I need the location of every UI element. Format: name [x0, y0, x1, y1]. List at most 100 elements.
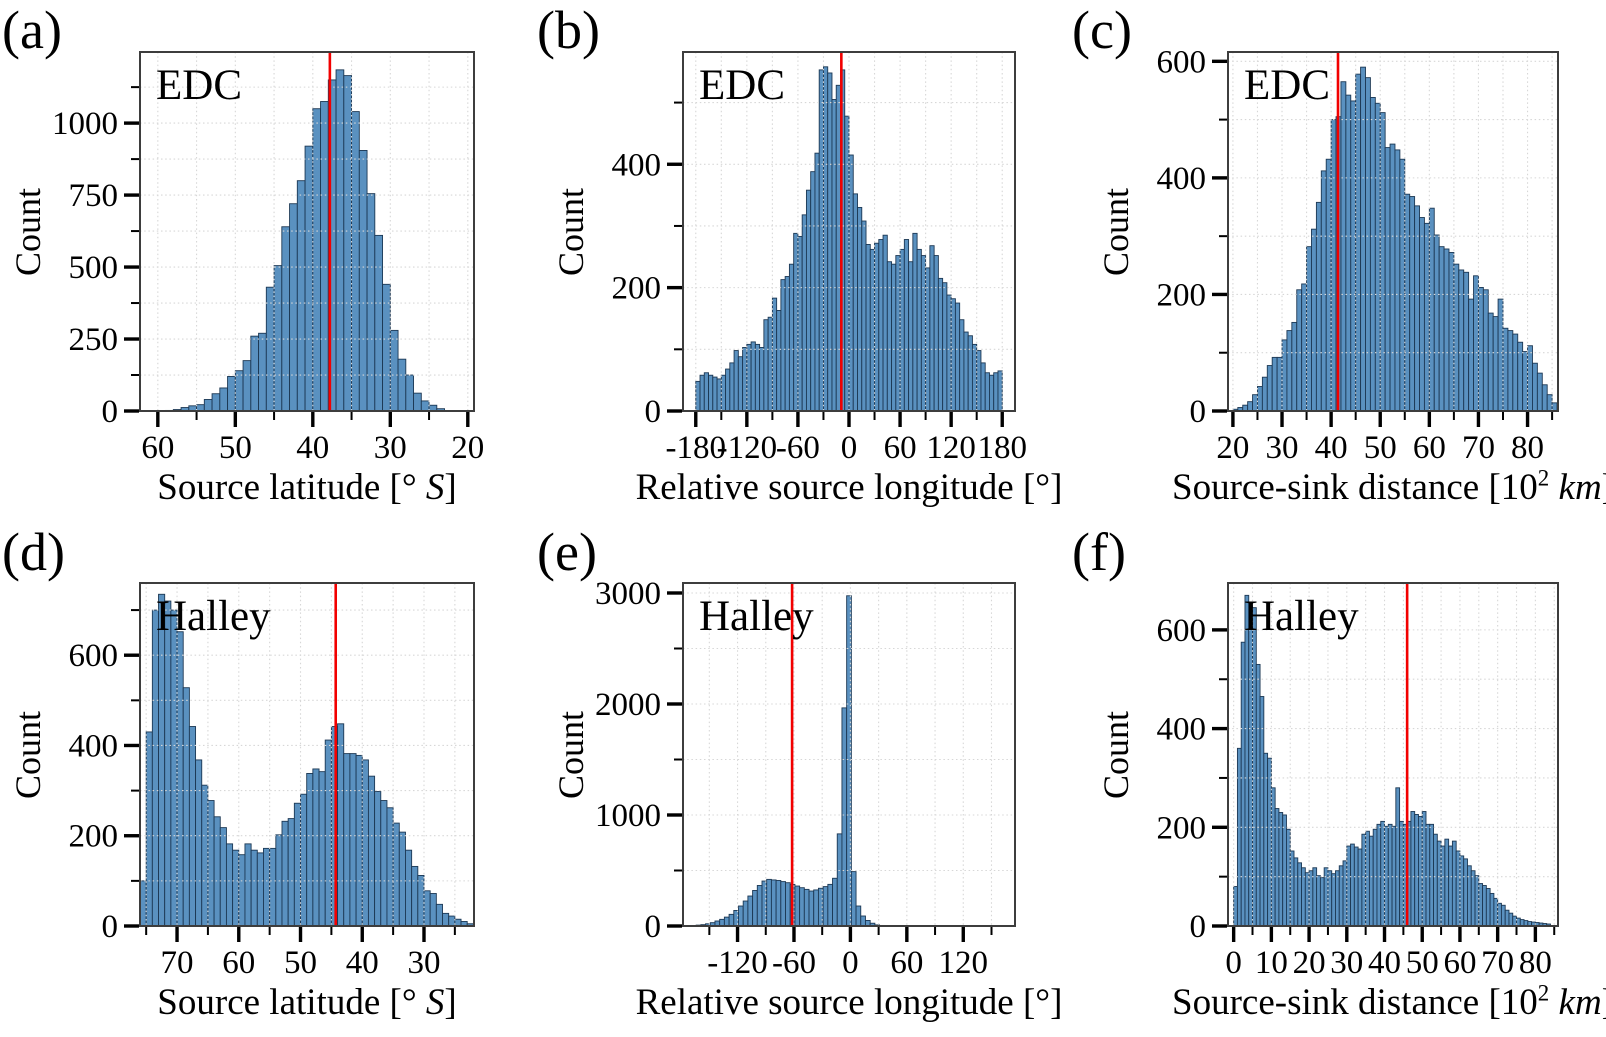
histogram-bar — [1463, 271, 1470, 411]
histogram-bar — [1455, 850, 1461, 926]
histogram-bar — [306, 773, 314, 926]
x-tick-label: -60 — [772, 945, 816, 981]
histogram-bar — [723, 916, 730, 926]
histogram-bar — [1485, 888, 1491, 926]
histogram-bar — [265, 286, 275, 411]
panel-letter: (c) — [1072, 0, 1132, 60]
y-tick-label: 200 — [69, 819, 119, 855]
axes-frame — [1227, 582, 1559, 927]
y-tick-label: 0 — [1190, 394, 1207, 430]
histogram-bar — [435, 903, 443, 926]
histogram-bar — [980, 362, 986, 411]
histogram-bar — [1255, 663, 1261, 926]
histogram-bar — [699, 374, 705, 411]
histogram-bar — [827, 883, 833, 926]
histogram-bar — [1541, 384, 1548, 411]
histogram-bar — [281, 226, 291, 411]
histogram-bar — [413, 392, 422, 411]
axis-ticks — [124, 86, 470, 427]
histogram-bar — [1291, 321, 1298, 411]
histogram-bar — [742, 347, 748, 411]
histogram-bar — [1380, 820, 1385, 926]
y-tick-label: 3000 — [595, 576, 661, 612]
histogram-bar — [405, 374, 415, 411]
gridlines — [683, 583, 1015, 926]
x-tick-label: 40 — [296, 430, 329, 466]
histogram-bar — [454, 918, 462, 926]
histogram-bar — [946, 294, 952, 411]
histogram-bar — [1428, 207, 1435, 411]
histogram-bar — [211, 393, 221, 411]
x-tick-label: 10 — [1255, 945, 1288, 981]
histogram-bar — [1357, 848, 1363, 926]
histogram-bar — [1527, 345, 1533, 411]
histogram-bar — [808, 890, 815, 926]
x-tick-label: 60 — [1413, 430, 1446, 466]
x-axis-label: Source-sink distance [102 km] — [1133, 466, 1606, 509]
histogram-bar — [1482, 885, 1487, 926]
axis-ticks — [667, 101, 1004, 427]
histogram-bar — [1311, 228, 1317, 411]
histogram-bar — [343, 753, 351, 926]
histogram-bar — [1438, 246, 1445, 411]
y-tick-label: 0 — [102, 909, 119, 945]
histogram-bar — [1276, 356, 1283, 411]
histogram-bar — [899, 248, 905, 411]
histogram-bar — [903, 239, 910, 411]
histogram-bar — [164, 600, 172, 926]
panel-e: (e) Count -120 -60 0 60 120 0 1000 2000 3000 Hall… — [535, 518, 1070, 1037]
histogram-bar — [1448, 252, 1455, 411]
histogram-bar — [420, 400, 430, 411]
histogram-bar — [1289, 850, 1295, 926]
y-tick-label: 600 — [1157, 613, 1207, 649]
histogram-bar — [386, 807, 394, 926]
x-tick-label: -60 — [776, 430, 820, 466]
y-tick-label: 0 — [645, 909, 662, 945]
histogram-bar — [942, 282, 948, 411]
x-tick-label: 50 — [1406, 945, 1439, 981]
histogram-bar — [1474, 875, 1480, 926]
x-tick-label: -120 — [707, 945, 768, 981]
histogram-bar — [916, 248, 922, 411]
histogram-bar — [1252, 394, 1258, 411]
histogram-bar — [763, 319, 769, 411]
axis-ticks — [667, 591, 993, 942]
histogram-bar — [1487, 312, 1494, 411]
x-tick-label: 80 — [1511, 430, 1544, 466]
histogram-plot: 60 50 40 30 20 0 250 500 750 1000 EDC — [52, 51, 484, 466]
histogram-bar — [219, 387, 229, 411]
panel-b: (b) Count -180 -120 -60 0 60 120 180 0 200 400 EDC… — [535, 0, 1070, 518]
histogram-bar — [1443, 248, 1450, 411]
histogram-bar — [1482, 289, 1489, 411]
histogram-bar — [1252, 607, 1257, 926]
histogram-bar — [1350, 843, 1355, 926]
histogram-bar — [882, 234, 888, 411]
panel-d: (d) Count 70 60 50 40 30 0 200 400 600 Halley Sou… — [0, 518, 535, 1037]
histogram-bar — [1433, 234, 1440, 411]
histogram-bar — [389, 329, 399, 411]
histogram-bar — [827, 72, 833, 411]
histogram-bar — [176, 631, 184, 926]
histogram-bar — [238, 854, 246, 926]
histogram-bar — [1497, 902, 1502, 926]
histogram-bar — [351, 111, 360, 411]
histogram-bar — [836, 833, 843, 926]
histogram-bar — [799, 887, 805, 926]
histogram-bar — [397, 358, 407, 411]
histogram-bar — [1282, 814, 1287, 926]
histogram-bar — [1508, 912, 1514, 926]
histogram-bar — [1463, 858, 1468, 926]
x-axis-label-segment: Source latitude [° — [157, 467, 426, 508]
histogram-bar — [1267, 757, 1272, 926]
histogram-bar — [225, 843, 234, 926]
histogram-bar — [963, 331, 969, 411]
histogram-bar — [1395, 787, 1401, 926]
histogram-bar — [1346, 845, 1352, 926]
histogram-bar — [1384, 147, 1391, 411]
histogram-bar — [1421, 811, 1427, 926]
y-tick-label: 200 — [1157, 810, 1207, 846]
site-label: Halley — [699, 593, 814, 640]
histogram-bar — [835, 84, 841, 411]
histogram-bar — [818, 69, 824, 411]
histogram-bar — [219, 827, 227, 926]
